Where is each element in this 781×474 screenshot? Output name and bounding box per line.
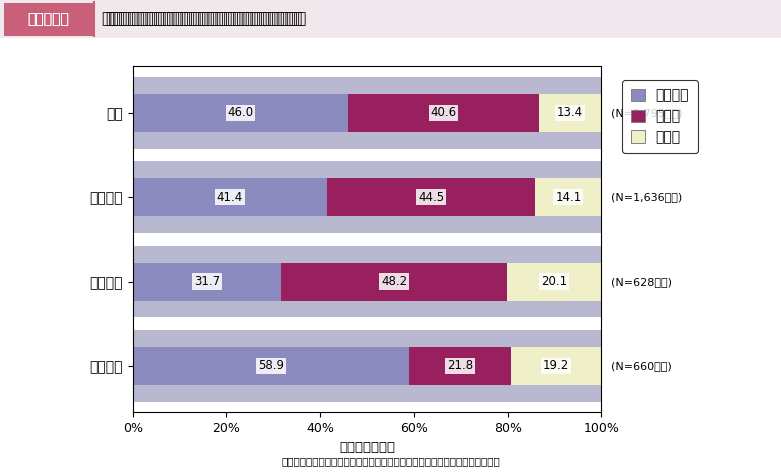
Bar [133, 178, 326, 216]
Text: （消防庁調査，平成２１年１１月１日現在，津波は平成２２年３月１日現在）: （消防庁調査，平成２１年１１月１日現在，津波は平成２２年３月１日現在） [281, 456, 500, 466]
FancyBboxPatch shape [4, 3, 94, 36]
Bar [408, 347, 511, 385]
Bar [281, 263, 507, 301]
Bar [511, 347, 601, 385]
X-axis label: 策定状況（％）: 策定状況（％） [339, 441, 395, 454]
Text: 21.8: 21.8 [447, 359, 473, 373]
Text: 48.2: 48.2 [381, 275, 408, 288]
FancyBboxPatch shape [0, 0, 781, 38]
FancyBboxPatch shape [4, 3, 94, 36]
Text: 避難勧告等に係る具体的な発令基準の策定状況調査: 避難勧告等に係る具体的な発令基準の策定状況調査 [105, 11, 307, 27]
Text: 避難勧告等に係る具体的な発令基準の策定状況調査: 避難勧告等に係る具体的な発令基準の策定状況調査 [102, 11, 303, 27]
Text: 41.4: 41.4 [216, 191, 243, 204]
Bar [133, 347, 408, 385]
Bar [133, 246, 601, 318]
Bar [507, 263, 601, 301]
Text: 19.2: 19.2 [543, 359, 569, 373]
Text: 58.9: 58.9 [258, 359, 284, 373]
Text: 46.0: 46.0 [227, 106, 254, 119]
Bar [326, 178, 535, 216]
Bar [133, 94, 348, 132]
Text: (N=1,636団体): (N=1,636団体) [611, 192, 682, 202]
Text: 図表１－１: 図表１－１ [27, 12, 70, 26]
Bar [133, 77, 601, 149]
Text: 44.5: 44.5 [418, 191, 444, 204]
Text: 14.1: 14.1 [555, 191, 582, 204]
Bar [133, 161, 601, 233]
Text: 31.7: 31.7 [194, 275, 220, 288]
Text: (N=660団体): (N=660団体) [611, 361, 672, 371]
Bar [535, 178, 601, 216]
Bar [348, 94, 539, 132]
Text: (N=628団体): (N=628団体) [611, 276, 672, 287]
Text: 40.6: 40.6 [430, 106, 457, 119]
Bar [133, 263, 281, 301]
Legend: 策定済み, 策定中, 未着手: 策定済み, 策定中, 未着手 [622, 80, 697, 153]
Bar [539, 94, 601, 132]
Text: 20.1: 20.1 [541, 275, 567, 288]
Text: 図表１－１: 図表１－１ [27, 12, 70, 26]
Text: (N=1,795団体): (N=1,795団体) [611, 108, 683, 118]
Text: 13.4: 13.4 [557, 106, 583, 119]
Bar [133, 330, 601, 402]
